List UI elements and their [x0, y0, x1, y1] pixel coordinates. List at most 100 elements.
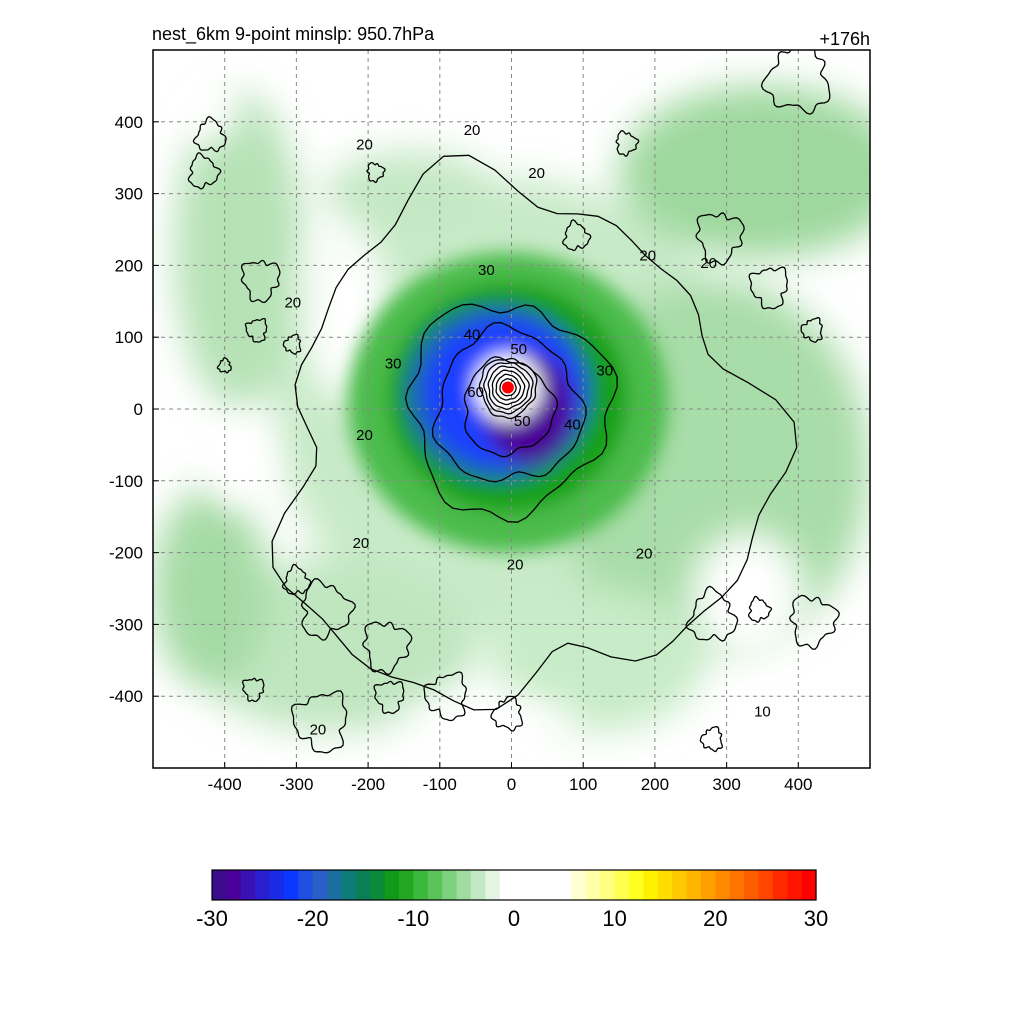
contour-line	[282, 333, 302, 355]
contour-label: 40	[564, 416, 581, 433]
forecast-hour-label: +176h	[819, 29, 870, 49]
colorbar-cell	[226, 870, 242, 900]
colorbar-cell	[212, 870, 227, 900]
contour-label: 10	[754, 704, 771, 721]
colorbar-cell	[456, 870, 472, 900]
colorbar-cell	[629, 870, 645, 900]
colorbar-cell	[571, 870, 587, 900]
contour-line	[290, 690, 348, 754]
y-tick-label: 0	[134, 400, 143, 419]
colorbar-cell	[614, 870, 630, 900]
y-tick-label: -300	[109, 615, 143, 634]
colorbar: -30 -20 -10 0 10 20 30	[196, 869, 828, 931]
contour-label: 50	[510, 341, 527, 358]
colorbar-cell	[398, 870, 414, 900]
contour-label: 20	[636, 546, 653, 563]
contour-label: 20	[700, 255, 717, 272]
contour-line	[478, 357, 538, 420]
contour-line	[192, 115, 227, 153]
x-tick-label: -100	[423, 775, 457, 794]
colorbar-cell	[657, 870, 673, 900]
colorbar-cell	[470, 870, 486, 900]
contour-line	[271, 154, 798, 711]
colorbar-tick-label: 20	[703, 906, 727, 931]
contour-line	[431, 322, 587, 483]
contour-line	[685, 585, 739, 642]
contour-label: 60	[467, 384, 484, 401]
contour-line	[240, 259, 281, 304]
contour-line	[747, 595, 773, 624]
contour-labels: 20 20 20 20 20 20 20 20 20 20 20 10 30 30 30 40 40 50 50 60	[284, 122, 770, 739]
contour-line	[800, 317, 823, 343]
y-tick-label: -400	[109, 687, 143, 706]
contour-line	[499, 378, 517, 397]
x-tick-label: -200	[351, 775, 385, 794]
contour-line	[281, 563, 312, 595]
colorbar-cell	[801, 870, 817, 900]
x-tick-label: -400	[208, 775, 242, 794]
contour-line	[490, 695, 524, 732]
x-tick-label: 100	[569, 775, 597, 794]
colorbar-tick-label: 10	[602, 906, 626, 931]
colorbar-cell	[715, 870, 731, 900]
colorbar-cell	[341, 870, 357, 900]
colorbar-cell	[528, 870, 544, 900]
chart-title: nest_6km 9-point minslp: 950.7hPa	[152, 24, 435, 45]
contour-line	[463, 356, 559, 458]
y-tick-label: 100	[115, 328, 143, 347]
contour-line	[216, 357, 232, 374]
colorbar-cell	[557, 870, 573, 900]
contour-line	[362, 621, 413, 676]
contour-label: 30	[385, 355, 402, 372]
contour-line	[423, 671, 467, 722]
contour-line	[300, 578, 356, 641]
y-tick-label: 400	[115, 113, 143, 132]
field-core	[347, 252, 668, 553]
y-axis: 400 300 200 100 0 -100 -200 -300 -400	[109, 113, 159, 706]
contour-label: 20	[464, 122, 481, 139]
contour-line	[366, 161, 386, 184]
x-axis: -400 -300 -200 -100 0 100 200 300 400	[208, 762, 812, 794]
field-gaps	[167, 71, 806, 754]
contour-line	[244, 317, 268, 343]
contour-label: 30	[478, 262, 495, 279]
contour-line	[487, 365, 530, 410]
contour-line	[373, 680, 405, 715]
colorbar-cell	[413, 870, 429, 900]
colorbar-cell	[772, 870, 788, 900]
contour-line	[483, 362, 534, 415]
contour-line	[187, 152, 222, 190]
colorbar-cell	[427, 870, 443, 900]
contour-line	[695, 212, 745, 266]
y-tick-label: -200	[109, 544, 143, 563]
colorbar-cell	[384, 870, 400, 900]
colorbar-tick-labels: -30 -20 -10 0 10 20 30	[196, 906, 828, 931]
contour-label: 40	[464, 327, 481, 344]
colorbar-cell	[700, 870, 716, 900]
y-tick-label: 300	[115, 185, 143, 204]
colorbar-cell	[442, 870, 458, 900]
colorbar-cell	[787, 870, 803, 900]
colorbar-tick-label: -10	[397, 906, 429, 931]
contour-line	[760, 50, 831, 115]
contour-label: 20	[356, 136, 373, 153]
colorbar-frame	[211, 869, 817, 901]
colorbar-cell	[643, 870, 659, 900]
wind-contours	[187, 50, 840, 754]
colorbar-tick-label: -30	[196, 906, 228, 931]
colorbar-cell	[240, 870, 256, 900]
y-tick-label: -100	[109, 472, 143, 491]
colorbar-cells	[212, 870, 817, 900]
contour-line	[562, 219, 592, 252]
colorbar-tick-label: 30	[804, 906, 828, 931]
contour-line	[404, 303, 618, 523]
x-tick-label: -300	[279, 775, 313, 794]
contour-line	[789, 594, 840, 650]
colorbar-cell	[514, 870, 529, 900]
x-tick-label: 200	[641, 775, 669, 794]
colorbar-cell	[672, 870, 688, 900]
colorbar-cell	[499, 870, 515, 900]
contour-label: 20	[356, 427, 373, 444]
colorbar-cell	[686, 870, 702, 900]
contour-line	[495, 373, 522, 401]
